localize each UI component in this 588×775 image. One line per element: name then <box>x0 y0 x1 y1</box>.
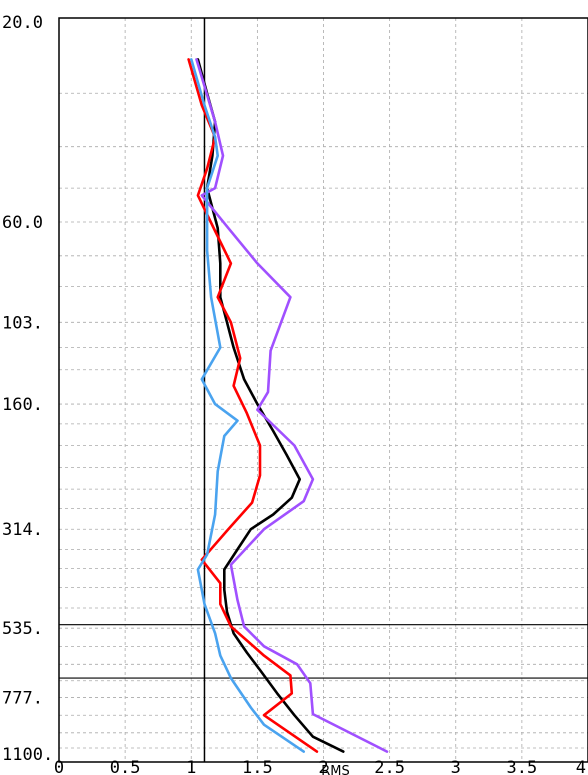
x-tick-label: 3.5 <box>507 758 538 775</box>
y-tick-label: 1100. <box>2 745 53 765</box>
y-tick-label: 103. <box>2 313 43 333</box>
x-axis-label: RMS <box>321 764 350 775</box>
series-line-4 <box>190 58 306 753</box>
x-tick-label: 2.5 <box>374 758 405 775</box>
x-tick-label: 1 <box>186 758 196 775</box>
y-tick-labels: 20.0 60.0 103. 160. 314. 535. 777. 1100. <box>2 13 53 765</box>
grid-lines <box>59 18 588 762</box>
x-tick-label: 1.5 <box>242 758 273 775</box>
series-line-3 <box>195 58 389 753</box>
reference-lines <box>59 18 588 762</box>
x-tick-label: 4 <box>576 758 586 775</box>
y-tick-label: 20.0 <box>2 13 43 33</box>
series-line-2 <box>187 58 319 753</box>
x-tick-label: 3 <box>451 758 461 775</box>
y-tick-label: 535. <box>2 619 43 639</box>
x-tick-label: 0.5 <box>110 758 141 775</box>
x-tick-label: 2 <box>318 758 328 775</box>
x-tick-labels: 0 0.5 1 1.5 2 2.5 3 3.5 4 <box>54 758 586 775</box>
series-line-1 <box>196 58 345 753</box>
x-tick-label: 0 <box>54 758 64 775</box>
plot-frame <box>58 17 588 763</box>
series-lines <box>187 58 389 753</box>
y-tick-label: 777. <box>2 688 43 708</box>
y-tick-label: 60.0 <box>2 213 43 233</box>
y-tick-label: 160. <box>2 395 43 415</box>
y-tick-label: 314. <box>2 520 43 540</box>
